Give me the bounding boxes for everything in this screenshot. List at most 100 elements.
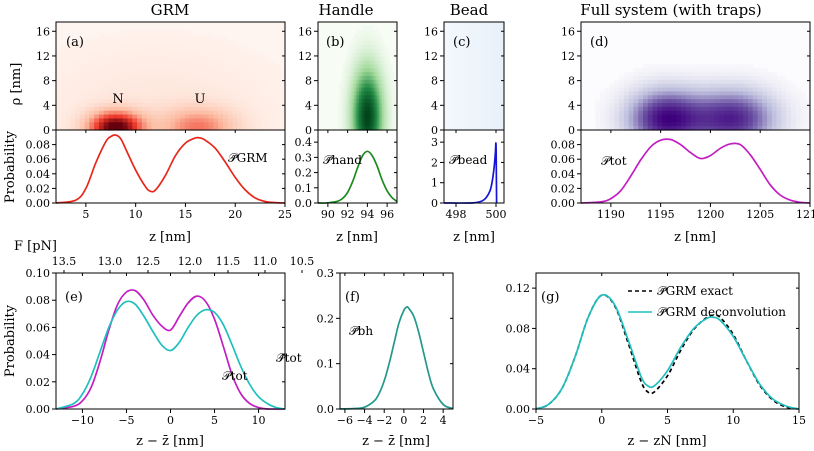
heatmap-cell [75,60,81,66]
heatmap-cell [170,79,176,85]
heatmap-cell [94,87,100,93]
heatmap-cell [151,60,157,66]
heatmap-cell [623,95,630,100]
heatmap-cell [370,56,373,62]
heatmap-cell [208,110,215,116]
heatmap-cell [390,114,393,120]
heatmap-cell [786,79,792,85]
heatmap-cell [65,49,71,54]
heatmap-cell [695,122,701,127]
unfolded-state-label: U [195,92,206,107]
heatmap-cell [614,95,620,100]
heatmap-cell [208,72,215,77]
heatmap-cell [141,41,148,46]
heatmap-cell [681,118,687,123]
heatmap-cell [666,126,673,131]
heatmap-cell [666,72,673,77]
heatmap-cell [354,122,357,127]
heatmap-cell [647,99,654,104]
heatmap-cell [350,110,354,116]
heatmap-cell [370,110,373,116]
heatmap-cell [747,126,754,131]
heatmap-cell [700,87,706,93]
heatmap-cell [719,118,725,123]
heatmap-cell [132,83,138,89]
heatmap-cell [118,60,124,66]
heatmap-cell [242,91,248,96]
heatmap-cell [705,68,711,73]
heatmap-cell [800,95,806,100]
heatmap-cell [633,118,639,123]
heatmap-cell [786,126,792,131]
heatmap-cell [137,29,143,35]
heatmap-cell [341,87,344,93]
heatmap-cell [151,49,157,54]
heatmap-cell [372,95,375,100]
heatmap-cell [705,91,711,96]
heatmap-cell [251,64,257,69]
heatmap-cell [232,64,238,69]
heatmap-cell [370,25,373,31]
heatmap-cell [354,72,357,77]
heatmap-cell [600,95,606,100]
heatmap-cell [671,64,678,69]
heatmap-cell [385,91,388,96]
heatmap-cell [367,25,370,31]
heatmap-cell [709,103,716,108]
heatmap-cell [365,122,368,127]
heatmap-cell [747,72,754,77]
heatmap-cell [251,91,257,96]
heatmap-cell [65,68,71,73]
heatmap-cell [375,76,378,81]
heatmap-cell [378,103,382,108]
heatmap-cell [724,72,730,77]
heatmap-cell [380,122,383,127]
heatmap-cell [108,83,114,89]
heatmap-cell [337,118,340,123]
heatmap-cell [175,60,181,66]
heatmap-cell [685,83,692,89]
heatmap-cell [628,95,635,100]
heatmap-cell [146,118,153,123]
z-label-handle: z [nm] [336,230,378,245]
heatmap-cell [364,49,367,54]
heatmap-cell [122,110,129,116]
heatmap-cell [373,56,377,62]
heatmap-cell [213,68,219,73]
heatmap-cell [388,91,392,96]
heatmap-cell [146,114,153,120]
heatmap-cell [151,52,157,58]
heatmap-cell [175,118,181,123]
heatmap-cell [184,60,191,66]
heatmap-cell [189,118,195,123]
heatmap-cell [681,114,687,120]
heatmap-cell [365,56,368,62]
series-line [580,138,811,204]
heatmap-cell [383,110,387,116]
heatmap-cell [89,110,95,116]
heatmap-cell [373,99,377,104]
heatmap-cell [232,95,238,100]
heatmap-cell [94,110,100,116]
heatmap-cell [362,87,365,93]
heatmap-cell [805,110,811,116]
panel-e-probability: −10 −5 0 5 100.000.020.040.060.080.10 [26,267,286,427]
heatmap-cell [685,95,692,100]
heatmap-cell [350,56,354,62]
heatmap-cell [657,64,663,69]
heatmap-cell [349,87,352,93]
heatmap-cell [614,118,620,123]
heatmap-cell [776,91,782,96]
heatmap-cell [184,122,191,127]
heatmap-cell [189,72,195,77]
heatmap-cell [342,83,345,89]
heatmap-cell [208,76,215,81]
heatmap-cell [232,45,238,50]
heatmap-cell [372,118,375,123]
heatmap-cell [357,49,360,54]
y-tick-label: 0 [305,124,312,137]
heatmap-cell [719,106,725,112]
heatmap-cell [194,45,200,50]
heatmap-cell [628,114,635,120]
